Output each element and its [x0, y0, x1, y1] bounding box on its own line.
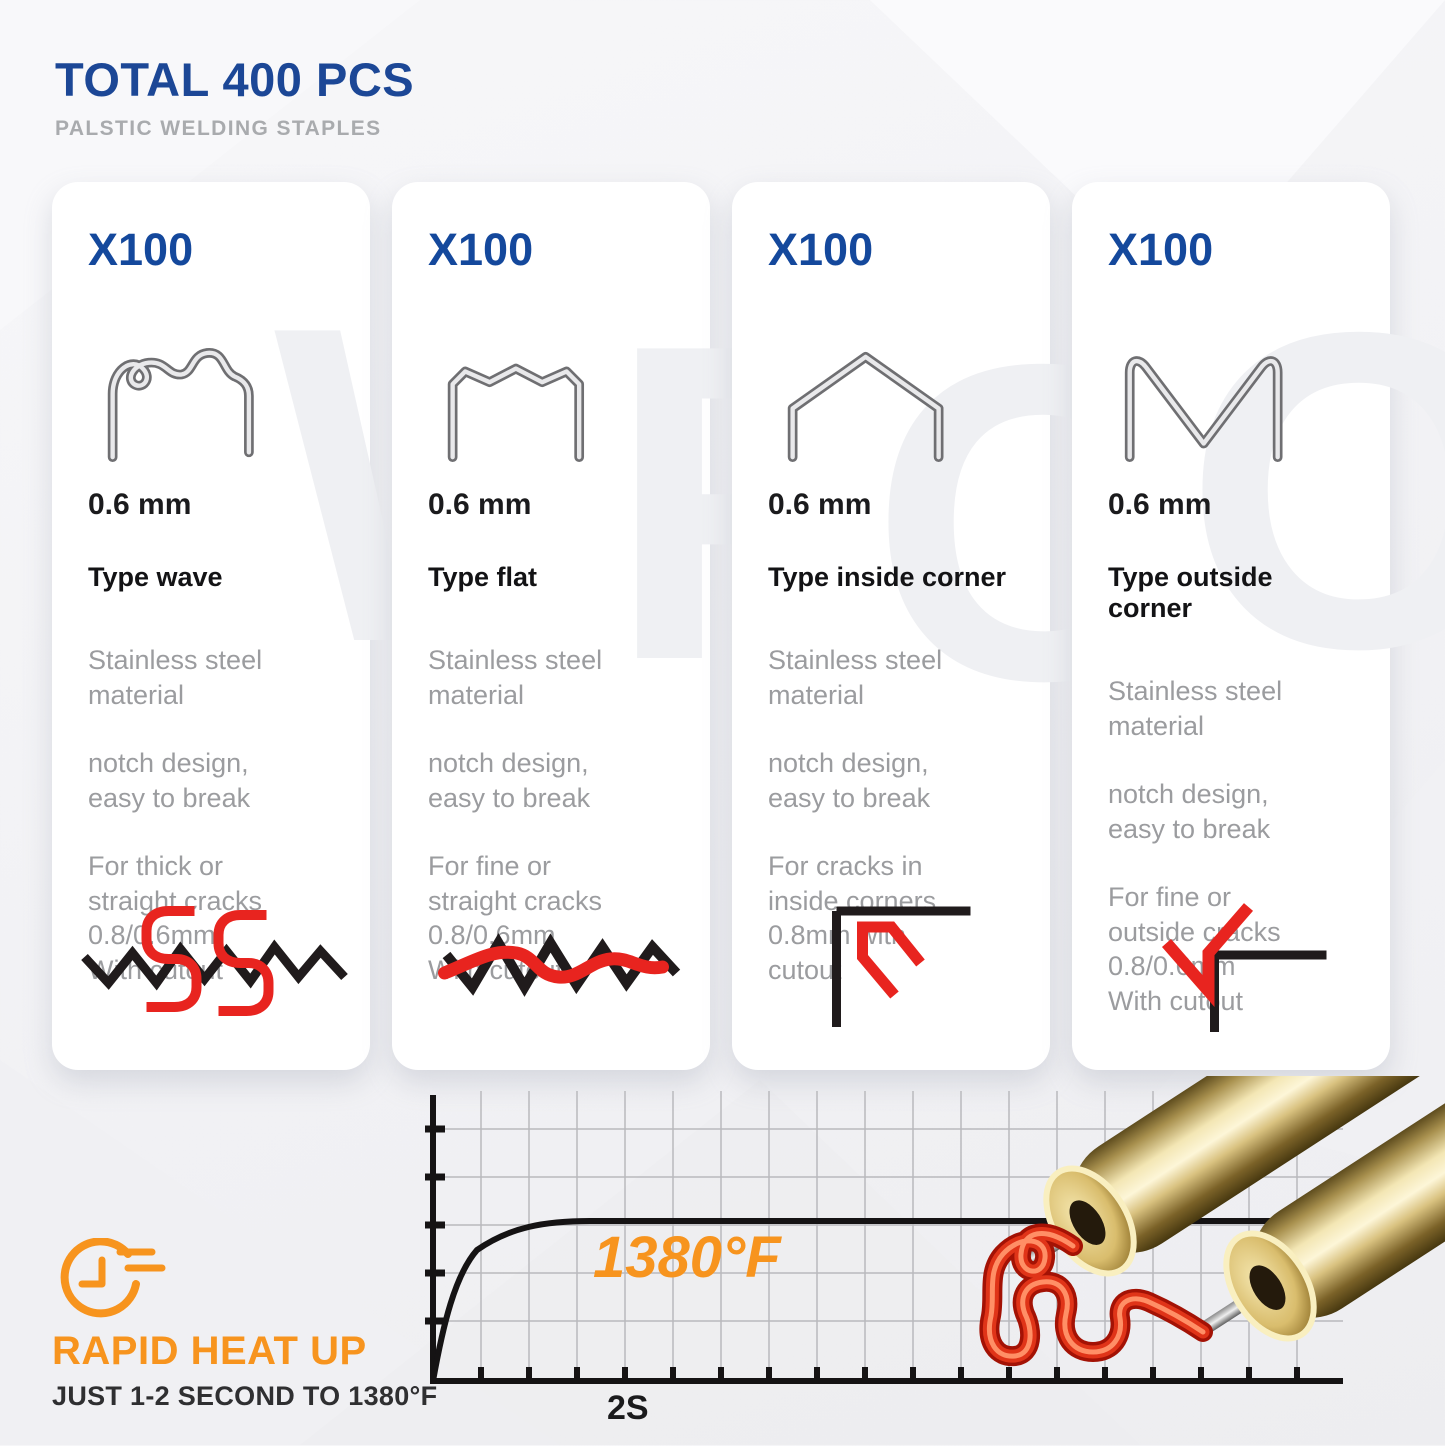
rapid-heat-up-block: RAPID HEAT UP JUST 1-2 SECOND TO 1380°F: [52, 1237, 472, 1412]
staple-type: Type flat: [428, 562, 538, 592]
staple-size: 0.6 mm: [768, 488, 872, 521]
spec-notch: notch design, easy to break: [88, 748, 251, 813]
wave-staple-icon: [107, 348, 254, 462]
staple-type: Type outside corner: [1108, 562, 1273, 623]
spec-usage: For cracks in inside corners 0.8mm with …: [768, 851, 937, 985]
welding-gun-image: [979, 1076, 1445, 1367]
spec-notch: notch design, easy to break: [428, 748, 591, 813]
spec-material: Stainless steel material: [428, 645, 603, 710]
flat-staple-on-crack-icon: [438, 933, 681, 997]
spec-material: Stainless steel material: [768, 645, 943, 710]
time-tick-label: 2S: [607, 1389, 649, 1427]
staple-inside-corner-icon: [832, 906, 971, 1027]
y-axis-ticks: [425, 1125, 445, 1325]
spec-material: Stainless steel material: [88, 645, 263, 710]
spec-notch: notch design, easy to break: [1108, 779, 1271, 844]
inside-corner-staple-icon: [787, 352, 944, 462]
spec-material: Stainless steel material: [1108, 676, 1283, 741]
count-label: X100: [428, 224, 534, 275]
staple-type: Type wave: [88, 562, 223, 592]
page-subtitle: PALSTIC WELDING STAPLES: [55, 117, 382, 140]
staple-cards-row: W X100 0.6 mm Type wave Stainless steel …: [52, 182, 1445, 1070]
stopwatch-icon: [60, 1237, 166, 1318]
x-axis-ticks: [478, 1367, 1300, 1381]
rapid-heat-up-subtitle: JUST 1-2 SECOND TO 1380°F: [52, 1381, 438, 1411]
spec-notch: notch design, easy to break: [768, 748, 931, 813]
staple-card-flat: F X100 0.6 mm Type flat Stainless steel …: [392, 182, 882, 1070]
outside-corner-staple-icon: [1124, 356, 1283, 462]
flat-staple-icon: [447, 363, 585, 462]
count-label: X100: [768, 224, 874, 275]
count-label: X100: [88, 224, 194, 275]
staple-size: 0.6 mm: [428, 488, 532, 521]
staple-outside-corner-icon: [1161, 903, 1327, 1032]
spec-usage: For fine or straight cracks 0.8/0.6mm Wi…: [428, 851, 603, 985]
heatup-chart: 1380°F 2S: [425, 1091, 1343, 1427]
page-title: TOTAL 400 PCS: [55, 53, 415, 106]
wave-staples-on-crack-icon: [81, 906, 348, 1016]
staple-size: 0.6 mm: [88, 488, 192, 521]
electrode-cylinder-lower: [1201, 1076, 1445, 1342]
temp-annotation: 1380°F: [593, 1225, 782, 1290]
staple-card-inside-corner: C X100 0.6 mm Type inside corner Stainle…: [732, 182, 1195, 1070]
staple-size: 0.6 mm: [1108, 488, 1212, 521]
staple-type: Type inside corner: [768, 562, 1007, 592]
header: TOTAL 400 PCS PALSTIC WELDING STAPLES: [55, 52, 414, 141]
temperature-curve: [430, 1218, 1338, 1384]
staple-card-outside-corner: O X100 0.6 mm Type outside corner Stainl…: [1072, 182, 1445, 1070]
count-label: X100: [1108, 224, 1214, 275]
hot-wire: [979, 1223, 1213, 1367]
staple-card-wave: W X100 0.6 mm Type wave Stainless steel …: [52, 182, 699, 1070]
rapid-heat-up-title: RAPID HEAT UP: [52, 1329, 367, 1373]
